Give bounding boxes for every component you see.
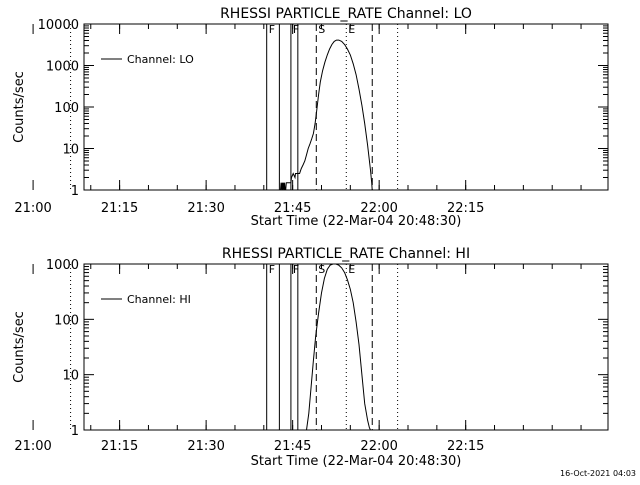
event-marker-label: E bbox=[348, 263, 355, 276]
y-tick-label: 10000 bbox=[38, 18, 79, 33]
legend-label: Channel: HI bbox=[127, 293, 191, 306]
x-tick-label: 21:30 bbox=[187, 439, 224, 454]
x-tick-label: 22:00 bbox=[360, 201, 397, 216]
x-tick-label: 21:15 bbox=[101, 201, 138, 216]
y-tick-label: 100 bbox=[54, 101, 79, 116]
event-marker-label: F bbox=[293, 263, 299, 276]
y-tick-label: 1000 bbox=[46, 60, 79, 75]
event-marker-label: F bbox=[269, 23, 275, 36]
chart-title: RHESSI PARTICLE_RATE Channel: HI bbox=[222, 246, 470, 262]
x-tick-label: 21:15 bbox=[101, 439, 138, 454]
y-tick-label: 1 bbox=[71, 424, 79, 439]
y-tick-label: 1 bbox=[71, 184, 79, 199]
footer-timestamp: 16-Oct-2021 04:03 bbox=[560, 469, 636, 478]
chart-title: RHESSI PARTICLE_RATE Channel: LO bbox=[220, 6, 472, 22]
x-tick-label: 22:00 bbox=[360, 439, 397, 454]
x-tick-label: 21:00 bbox=[14, 439, 51, 454]
event-marker-label: S bbox=[318, 263, 325, 276]
x-axis-label: Start Time (22-Mar-04 20:48:30) bbox=[251, 214, 462, 229]
legend-label: Channel: LO bbox=[127, 53, 194, 66]
x-tick-label: 22:15 bbox=[447, 439, 484, 454]
x-tick-label: 21:00 bbox=[14, 201, 51, 216]
event-marker-label: E bbox=[348, 23, 355, 36]
series-line bbox=[280, 39, 373, 191]
x-tick-label: 21:45 bbox=[274, 439, 311, 454]
event-marker-label: S bbox=[318, 23, 325, 36]
event-marker-label: F bbox=[269, 263, 275, 276]
event-marker-label: F bbox=[293, 23, 299, 36]
x-tick-label: 22:15 bbox=[447, 201, 484, 216]
series-line bbox=[306, 263, 371, 431]
y-axis-label: Counts/sec bbox=[12, 71, 27, 143]
y-tick-label: 1000 bbox=[46, 258, 79, 273]
y-axis-label: Counts/sec bbox=[12, 311, 27, 383]
x-tick-label: 21:45 bbox=[274, 201, 311, 216]
x-tick-label: 21:30 bbox=[187, 201, 224, 216]
y-tick-label: 100 bbox=[54, 313, 79, 328]
y-tick-label: 10 bbox=[62, 143, 79, 158]
x-axis-label: Start Time (22-Mar-04 20:48:30) bbox=[251, 454, 462, 469]
